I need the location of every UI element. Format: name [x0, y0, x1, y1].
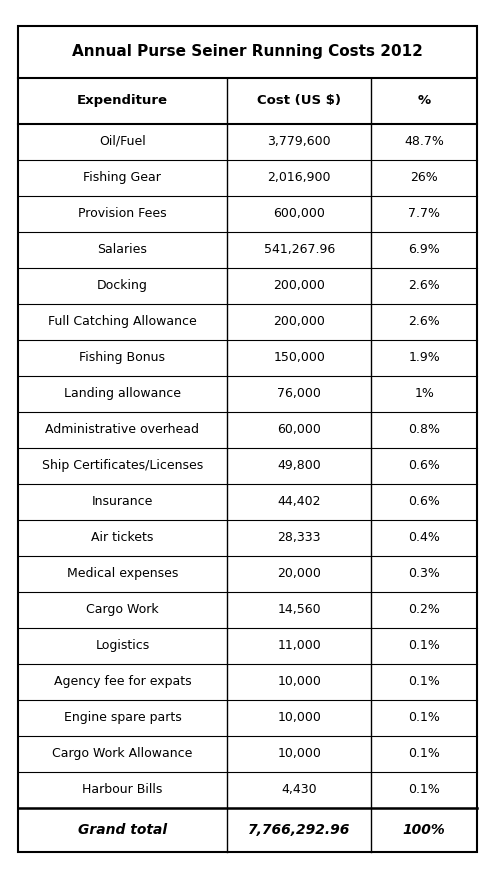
Text: 2.6%: 2.6% [408, 279, 440, 292]
Text: Grand total: Grand total [78, 823, 167, 837]
Text: 2.6%: 2.6% [408, 315, 440, 328]
Text: Cargo Work: Cargo Work [86, 603, 159, 616]
Text: Landing allowance: Landing allowance [64, 387, 181, 400]
Text: 0.1%: 0.1% [408, 711, 440, 724]
Text: 0.1%: 0.1% [408, 675, 440, 688]
Text: 0.8%: 0.8% [408, 423, 440, 436]
Text: Harbour Bills: Harbour Bills [82, 783, 163, 796]
Text: 7.7%: 7.7% [408, 207, 440, 220]
Text: Insurance: Insurance [92, 495, 153, 508]
Text: 2,016,900: 2,016,900 [267, 171, 331, 184]
Text: 10,000: 10,000 [277, 747, 321, 760]
Text: 0.6%: 0.6% [408, 495, 440, 508]
Text: Cargo Work Allowance: Cargo Work Allowance [52, 747, 193, 760]
Text: 20,000: 20,000 [277, 567, 321, 580]
Text: 0.3%: 0.3% [408, 567, 440, 580]
Text: 150,000: 150,000 [273, 351, 325, 364]
Text: 28,333: 28,333 [277, 531, 321, 544]
Text: 100%: 100% [403, 823, 446, 837]
Text: 14,560: 14,560 [277, 603, 321, 616]
Text: 1.9%: 1.9% [408, 351, 440, 364]
Text: 11,000: 11,000 [277, 639, 321, 652]
Text: 3,779,600: 3,779,600 [267, 135, 331, 148]
Text: 1%: 1% [414, 387, 434, 400]
Text: Agency fee for expats: Agency fee for expats [53, 675, 191, 688]
Text: 44,402: 44,402 [277, 495, 321, 508]
Text: Fishing Bonus: Fishing Bonus [79, 351, 165, 364]
Text: 49,800: 49,800 [277, 459, 321, 472]
Text: Expenditure: Expenditure [77, 94, 168, 107]
Text: 60,000: 60,000 [277, 423, 321, 436]
Text: 26%: 26% [410, 171, 438, 184]
Text: Salaries: Salaries [98, 243, 148, 256]
Text: 76,000: 76,000 [277, 387, 321, 400]
Text: 0.4%: 0.4% [408, 531, 440, 544]
Text: Provision Fees: Provision Fees [78, 207, 167, 220]
Text: 0.1%: 0.1% [408, 747, 440, 760]
Text: Logistics: Logistics [96, 639, 149, 652]
Text: 6.9%: 6.9% [408, 243, 440, 256]
Text: 200,000: 200,000 [273, 315, 325, 328]
Text: Air tickets: Air tickets [91, 531, 153, 544]
Text: 4,430: 4,430 [281, 783, 317, 796]
Text: 48.7%: 48.7% [404, 135, 444, 148]
Text: %: % [418, 94, 431, 107]
Text: 0.2%: 0.2% [408, 603, 440, 616]
Text: Administrative overhead: Administrative overhead [46, 423, 199, 436]
Text: 10,000: 10,000 [277, 711, 321, 724]
Text: Annual Purse Seiner Running Costs 2012: Annual Purse Seiner Running Costs 2012 [72, 44, 423, 59]
Text: Medical expenses: Medical expenses [67, 567, 178, 580]
Text: Full Catching Allowance: Full Catching Allowance [48, 315, 197, 328]
Text: Docking: Docking [97, 279, 148, 292]
Text: 0.1%: 0.1% [408, 639, 440, 652]
Text: 0.1%: 0.1% [408, 783, 440, 796]
Text: Ship Certificates/Licenses: Ship Certificates/Licenses [42, 459, 203, 472]
Text: 7,766,292.96: 7,766,292.96 [248, 823, 350, 837]
Text: 0.6%: 0.6% [408, 459, 440, 472]
Text: Oil/Fuel: Oil/Fuel [99, 135, 146, 148]
Text: Cost (US $): Cost (US $) [257, 94, 341, 107]
Text: 10,000: 10,000 [277, 675, 321, 688]
Text: 600,000: 600,000 [273, 207, 325, 220]
Text: Fishing Gear: Fishing Gear [84, 171, 161, 184]
Text: 541,267.96: 541,267.96 [263, 243, 335, 256]
Text: 200,000: 200,000 [273, 279, 325, 292]
Text: Engine spare parts: Engine spare parts [63, 711, 181, 724]
